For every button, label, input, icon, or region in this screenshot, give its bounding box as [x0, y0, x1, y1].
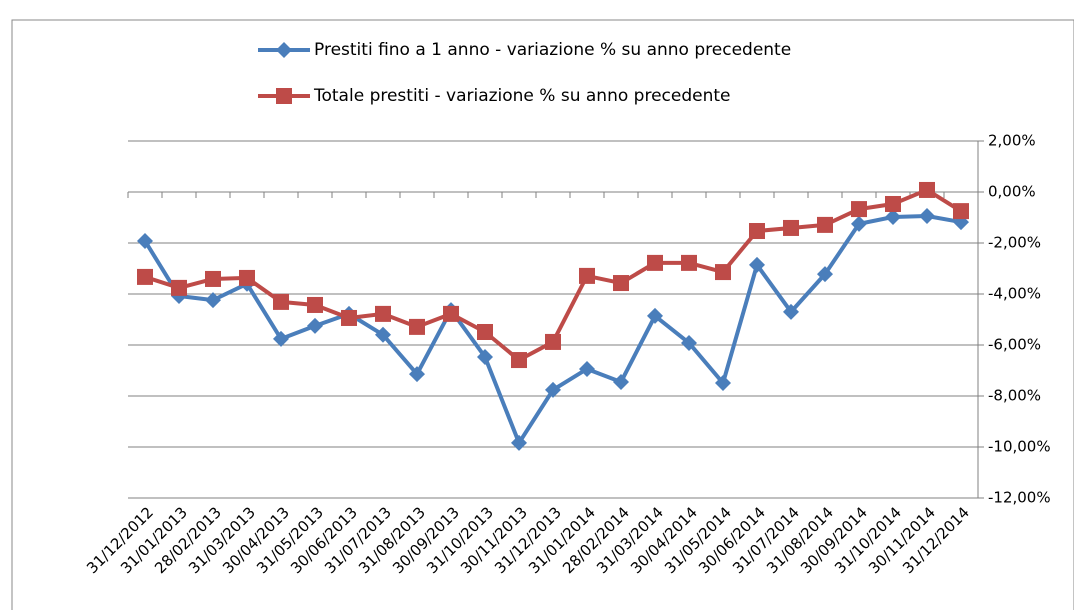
- data-point: [409, 366, 425, 383]
- y-tick-label: 2,00%: [988, 132, 1036, 150]
- data-point: [919, 207, 935, 224]
- data-point: [341, 309, 357, 326]
- data-point: [273, 293, 289, 310]
- data-point: [137, 232, 153, 249]
- data-point: [647, 254, 663, 271]
- y-tick-label: -12,00%: [988, 489, 1051, 507]
- data-point: [273, 330, 289, 347]
- data-point: [817, 216, 833, 233]
- data-point: [579, 360, 595, 377]
- legend-label: Totale prestiti - variazione % su anno p…: [313, 86, 730, 106]
- data-point: [545, 381, 561, 398]
- data-point: [885, 195, 901, 212]
- y-tick-label: -4,00%: [988, 285, 1041, 303]
- data-point: [783, 219, 799, 236]
- data-point: [953, 203, 969, 220]
- legend-label: Prestiti fino a 1 anno - variazione % su…: [314, 40, 791, 60]
- y-tick-label: -8,00%: [988, 387, 1041, 405]
- data-point: [375, 326, 391, 343]
- y-tick-label: 0,00%: [988, 183, 1036, 201]
- data-point: [749, 256, 765, 273]
- data-point: [443, 305, 459, 322]
- data-point: [477, 348, 493, 365]
- legend-marker: [276, 88, 292, 104]
- data-point: [851, 201, 867, 218]
- data-point: [851, 215, 867, 232]
- data-point: [579, 267, 595, 284]
- data-point: [681, 254, 697, 271]
- data-point: [885, 208, 901, 225]
- data-point: [919, 181, 935, 198]
- data-point: [715, 374, 731, 391]
- data-point: [613, 275, 629, 292]
- data-point: [171, 279, 187, 296]
- data-point: [647, 307, 663, 324]
- data-point: [511, 352, 527, 369]
- data-point: [681, 334, 697, 351]
- data-point: [817, 266, 833, 283]
- legend-marker: [276, 42, 292, 58]
- data-point: [205, 270, 221, 287]
- data-point: [307, 296, 323, 313]
- data-point: [137, 268, 153, 285]
- y-tick-label: -6,00%: [988, 336, 1041, 354]
- data-point: [545, 333, 561, 350]
- data-point: [613, 373, 629, 390]
- data-point: [375, 305, 391, 322]
- data-point: [205, 292, 221, 309]
- data-point: [749, 223, 765, 240]
- data-point: [409, 318, 425, 335]
- data-point: [511, 434, 527, 451]
- data-point: [477, 323, 493, 340]
- data-point: [239, 269, 255, 286]
- y-tick-label: -2,00%: [988, 234, 1041, 252]
- data-point: [715, 264, 731, 281]
- chart-frame: [11, 19, 1074, 610]
- data-point: [307, 317, 323, 334]
- y-tick-label: -10,00%: [988, 438, 1051, 456]
- data-point: [783, 303, 799, 320]
